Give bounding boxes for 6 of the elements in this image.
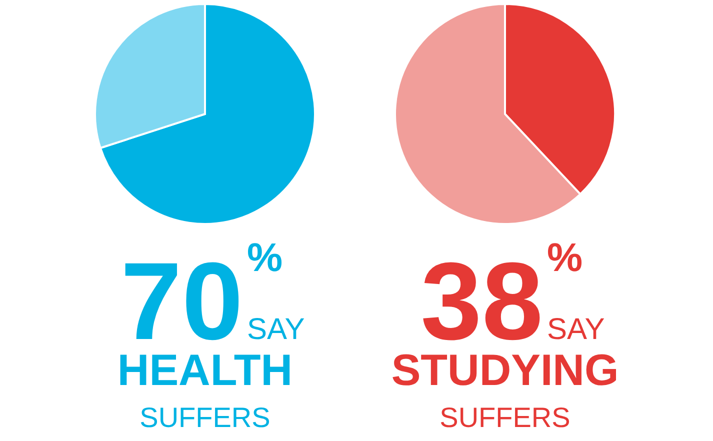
text: % — [547, 236, 583, 280]
text: SAY — [247, 313, 305, 346]
text: SUFFERS — [140, 402, 270, 433]
text: SAY — [547, 313, 605, 346]
text: % — [247, 236, 283, 280]
text: SUFFERS — [440, 402, 570, 433]
